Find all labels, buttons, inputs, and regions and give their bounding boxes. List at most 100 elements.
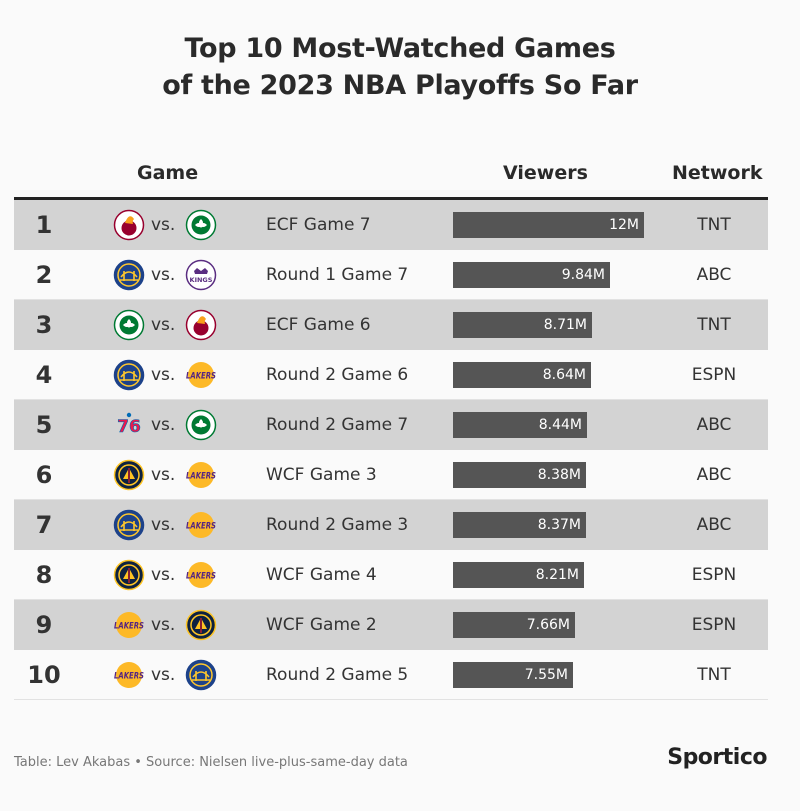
viewers-value-label: 7.55M bbox=[524, 667, 568, 683]
table-row: 9 LAKERS vs. WCF Game 2 7.66M ESPN bbox=[14, 600, 768, 650]
network-name: ABC bbox=[696, 415, 732, 435]
rank-number: 2 bbox=[35, 261, 53, 289]
viewers-bar: 8.64M bbox=[453, 362, 591, 388]
rank-number: 10 bbox=[27, 661, 61, 689]
lakers-logo-icon: LAKERS bbox=[186, 362, 216, 388]
rank-number: 5 bbox=[35, 411, 53, 439]
rank-number: 3 bbox=[35, 311, 53, 339]
lakers-logo-icon: LAKERS bbox=[186, 512, 216, 538]
svg-text:LAKERS: LAKERS bbox=[186, 522, 216, 532]
viewers-value-label: 8.44M bbox=[538, 417, 582, 433]
game-name: WCF Game 2 bbox=[266, 615, 377, 635]
chart-title-line-2: of the 2023 NBA Playoffs So Far bbox=[162, 70, 638, 101]
network-name: ABC bbox=[696, 465, 732, 485]
svg-text:76: 76 bbox=[117, 417, 141, 437]
rank-number: 1 bbox=[35, 211, 53, 239]
source-note: Table: Lev Akabas • Source: Nielsen live… bbox=[14, 755, 408, 770]
svg-text:LAKERS: LAKERS bbox=[186, 472, 216, 482]
viewers-bar: 8.44M bbox=[453, 412, 587, 438]
viewers-value-label: 8.64M bbox=[542, 367, 586, 383]
game-name: Round 2 Game 7 bbox=[266, 415, 409, 435]
rank-number: 9 bbox=[35, 611, 53, 639]
viewers-bar: 7.66M bbox=[453, 612, 575, 638]
viewers-value-label: 8.37M bbox=[537, 517, 581, 533]
network-name: TNT bbox=[697, 315, 731, 335]
rank-number: 8 bbox=[35, 561, 53, 589]
viewers-value-label: 12M bbox=[609, 217, 639, 233]
network-name: TNT bbox=[697, 665, 731, 685]
network-name: ESPN bbox=[691, 565, 737, 585]
game-name: WCF Game 3 bbox=[266, 465, 377, 485]
table-row: 7 vs. LAKERS Round 2 Game 3 8.37M ABC bbox=[14, 500, 768, 550]
lakers-logo-icon: LAKERS bbox=[186, 462, 216, 488]
versus-label: vs. bbox=[151, 415, 176, 435]
versus-label: vs. bbox=[151, 265, 176, 285]
rank-number: 6 bbox=[35, 461, 53, 489]
viewers-bar: 8.38M bbox=[453, 462, 586, 488]
viewers-bar: 9.84M bbox=[453, 262, 610, 288]
viewers-value-label: 7.66M bbox=[526, 617, 570, 633]
viewers-bar: 8.71M bbox=[453, 312, 592, 338]
viewers-bar: 8.21M bbox=[453, 562, 584, 588]
network-name: ABC bbox=[696, 515, 732, 535]
viewers-value-label: 9.84M bbox=[561, 267, 605, 283]
brand-logo: Sportico bbox=[667, 745, 767, 770]
viewers-value-label: 8.21M bbox=[535, 567, 579, 583]
table-row: 10 LAKERS vs. Round 2 Game 5 7.55M TNT bbox=[14, 650, 768, 700]
game-name: Round 2 Game 3 bbox=[266, 515, 409, 535]
column-header-network: Network bbox=[672, 162, 763, 184]
viewers-value-label: 8.38M bbox=[537, 467, 581, 483]
nuggets-logo-icon bbox=[113, 559, 145, 591]
versus-label: vs. bbox=[151, 365, 176, 385]
versus-label: vs. bbox=[151, 215, 176, 235]
versus-label: vs. bbox=[151, 615, 176, 635]
nuggets-logo-icon bbox=[113, 459, 145, 491]
table-row: 1 vs. ECF Game 7 12M TNT bbox=[14, 200, 768, 250]
versus-label: vs. bbox=[151, 565, 176, 585]
nuggets-logo-icon bbox=[185, 609, 217, 641]
svg-text:LAKERS: LAKERS bbox=[114, 622, 144, 632]
svg-text:LAKERS: LAKERS bbox=[186, 572, 216, 582]
table-row: 4 vs. LAKERS Round 2 Game 6 8.64M ESPN bbox=[14, 350, 768, 400]
game-name: Round 1 Game 7 bbox=[266, 265, 409, 285]
viewers-bar: 12M bbox=[453, 212, 644, 238]
header-rule bbox=[14, 197, 768, 200]
svg-text:LAKERS: LAKERS bbox=[186, 372, 216, 382]
table-row: 3 vs. ECF Game 6 8.71M TNT bbox=[14, 300, 768, 350]
game-name: Round 2 Game 5 bbox=[266, 665, 409, 685]
rank-number: 4 bbox=[35, 361, 53, 389]
lakers-logo-icon: LAKERS bbox=[114, 612, 144, 638]
column-header-viewers: Viewers bbox=[503, 162, 588, 184]
warriors-logo-icon bbox=[185, 659, 217, 691]
celtics-logo-icon bbox=[185, 409, 217, 441]
lakers-logo-icon: LAKERS bbox=[186, 562, 216, 588]
kings-logo-icon: KINGS bbox=[185, 259, 217, 291]
game-name: ECF Game 6 bbox=[266, 315, 371, 335]
viewers-value-label: 8.71M bbox=[543, 317, 587, 333]
svg-text:LAKERS: LAKERS bbox=[114, 672, 144, 682]
warriors-logo-icon bbox=[113, 259, 145, 291]
network-name: ESPN bbox=[691, 615, 737, 635]
table-row: 8 vs. LAKERS WCF Game 4 8.21M ESPN bbox=[14, 550, 768, 600]
versus-label: vs. bbox=[151, 315, 176, 335]
network-name: ABC bbox=[696, 265, 732, 285]
game-name: Round 2 Game 6 bbox=[266, 365, 409, 385]
chart-title-line-1: Top 10 Most-Watched Games bbox=[184, 33, 616, 64]
heat-logo-icon bbox=[185, 309, 217, 341]
heat-logo-icon bbox=[113, 209, 145, 241]
table-row: 5 76 vs. Round 2 Game 7 8.44M ABC bbox=[14, 400, 768, 450]
versus-label: vs. bbox=[151, 515, 176, 535]
game-name: ECF Game 7 bbox=[266, 215, 371, 235]
game-name: WCF Game 4 bbox=[266, 565, 377, 585]
lakers-logo-icon: LAKERS bbox=[114, 662, 144, 688]
viewers-bar: 7.55M bbox=[453, 662, 573, 688]
table-row: 2 vs. KINGS Round 1 Game 7 9.84M ABC bbox=[14, 250, 768, 300]
table-body: 1 vs. ECF Game 7 12M TNT 2 vs. KINGS Round 1 Gam… bbox=[14, 200, 768, 700]
versus-label: vs. bbox=[151, 465, 176, 485]
celtics-logo-icon bbox=[113, 309, 145, 341]
versus-label: vs. bbox=[151, 665, 176, 685]
svg-text:KINGS: KINGS bbox=[190, 276, 213, 284]
rank-number: 7 bbox=[35, 511, 53, 539]
warriors-logo-icon bbox=[113, 359, 145, 391]
